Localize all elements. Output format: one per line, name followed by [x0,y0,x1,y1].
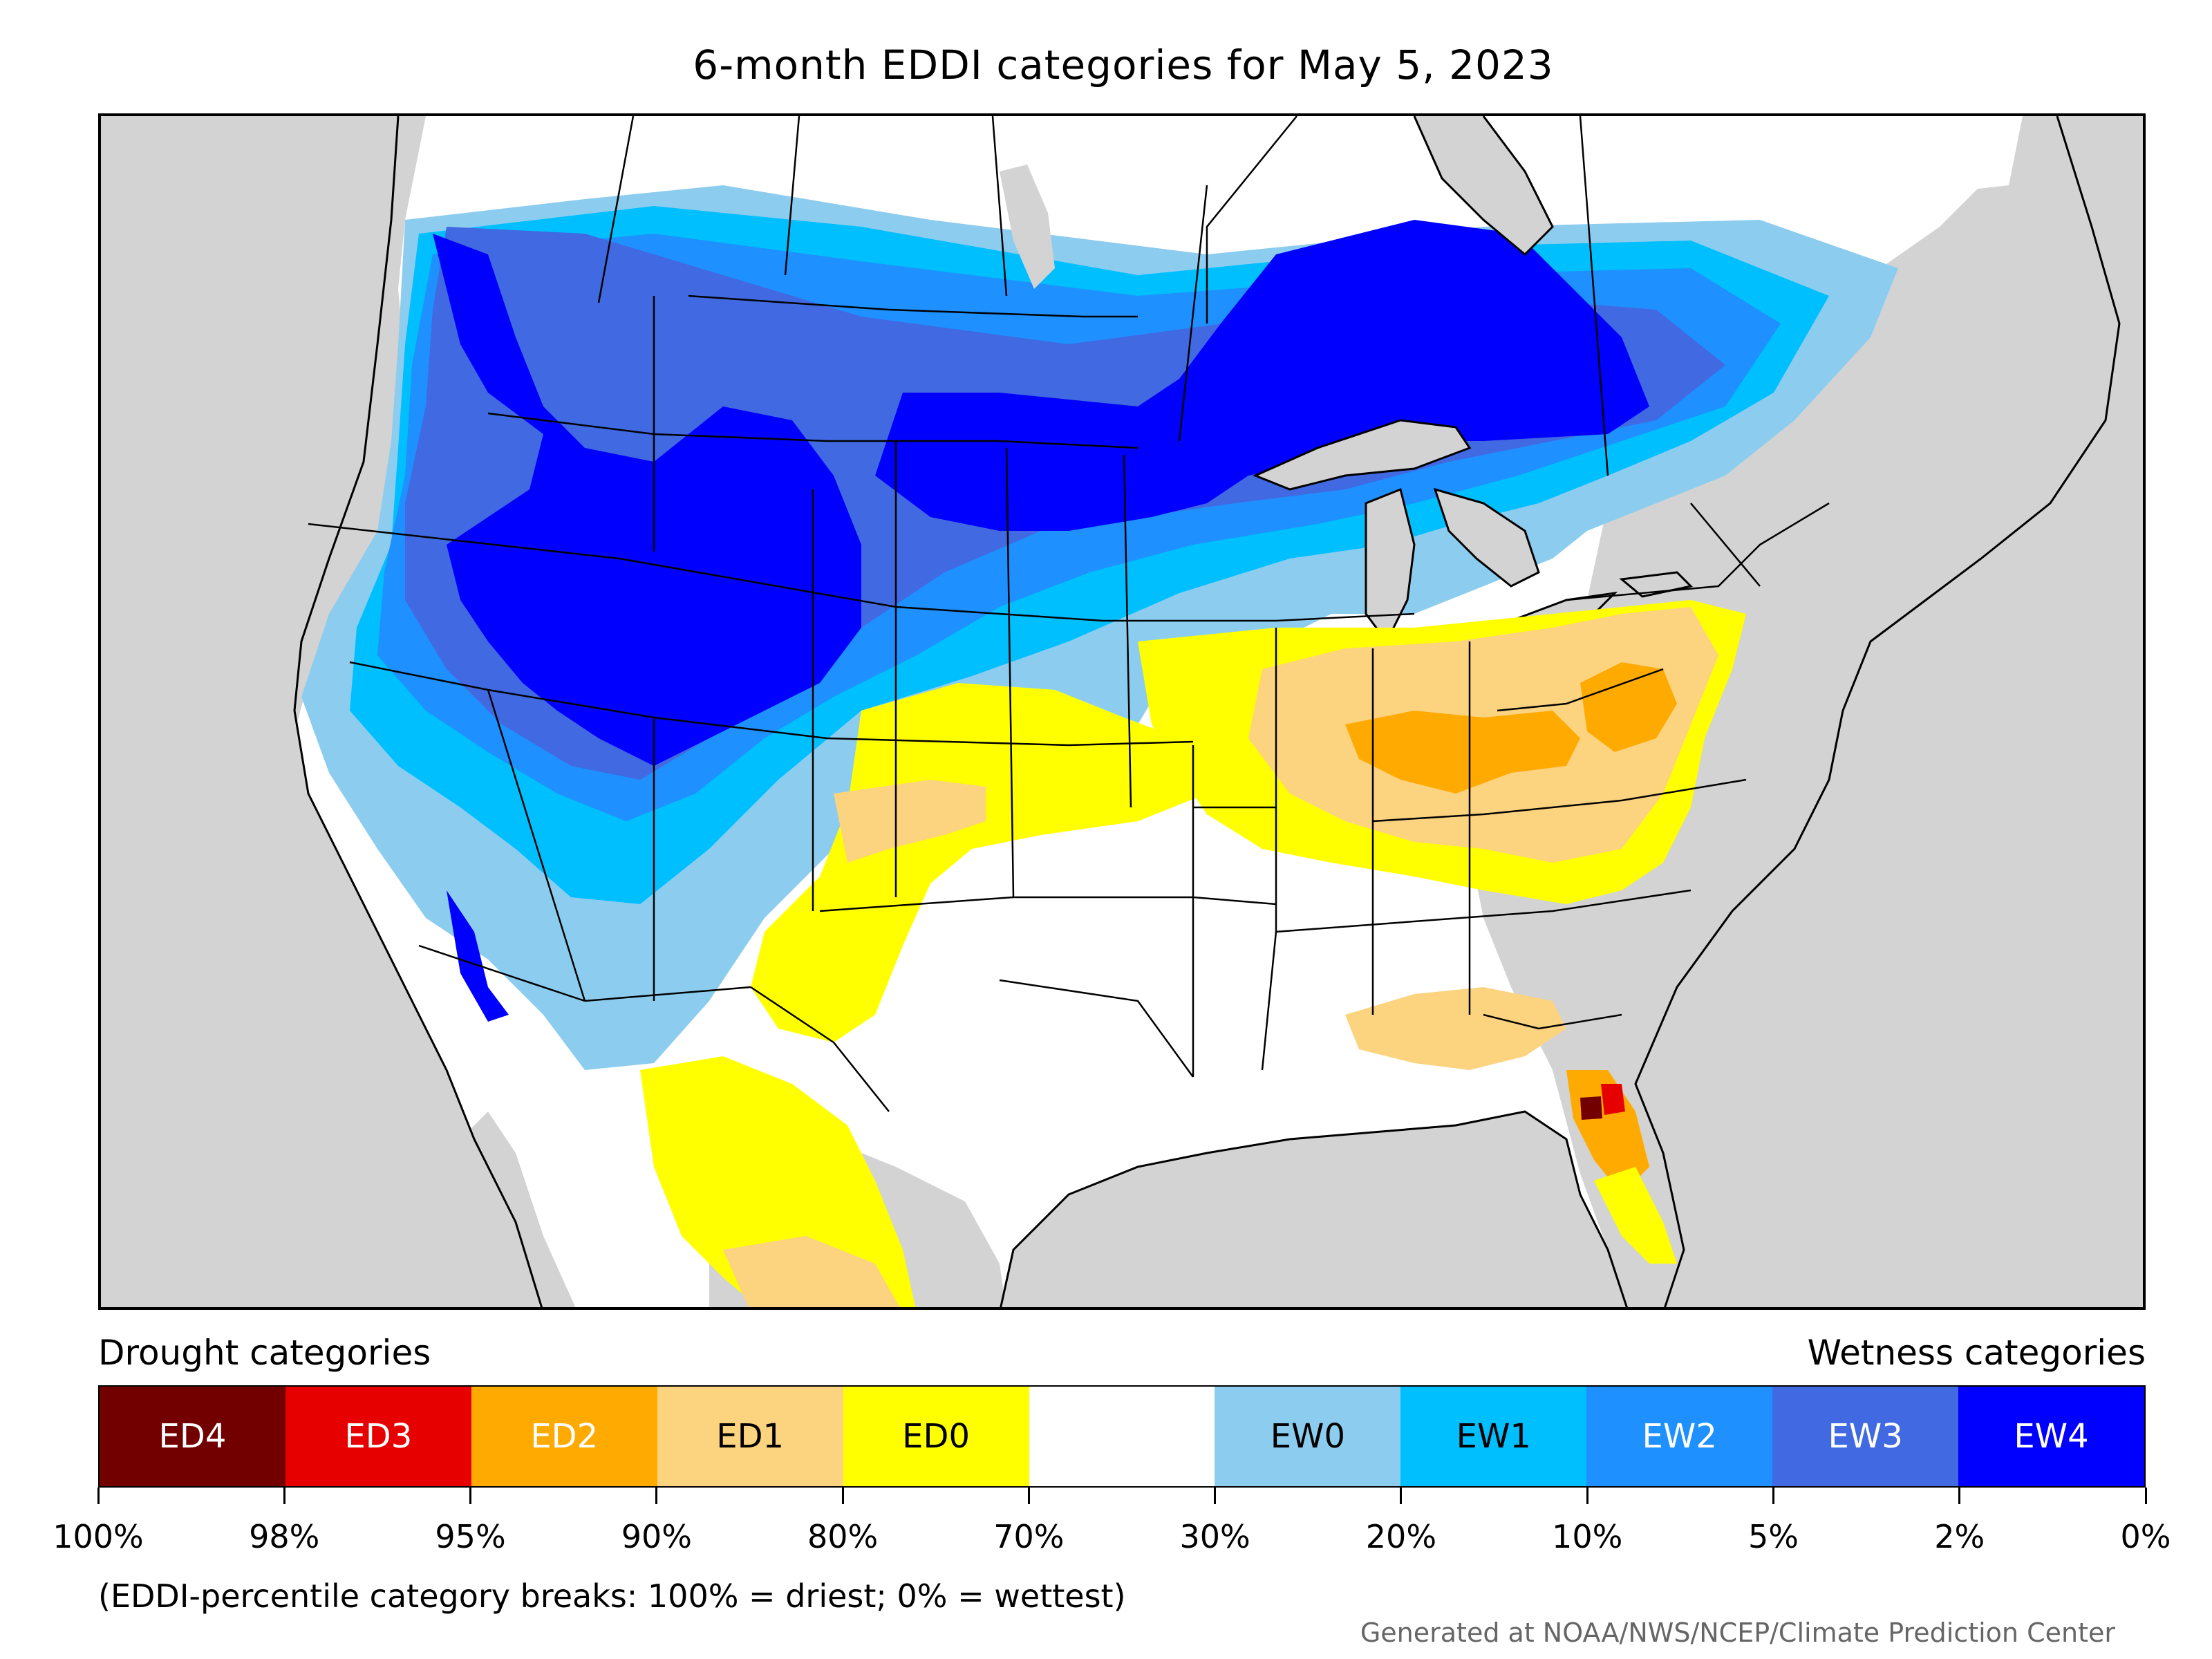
region-ed2-virginia [1580,662,1677,752]
lake-ontario [1619,571,1694,598]
map-title: 6-month EDDI categories for May 5, 2023 [693,41,1554,88]
atlantic-ocean [1635,116,2143,1307]
colorbar-tick-label: 70% [993,1518,1065,1555]
colorbar-tick [1027,1488,1030,1504]
state-borders [308,116,1830,1112]
colorbar-tick-label: 30% [1179,1518,1250,1555]
colorbar-tick-label: 0% [2120,1518,2171,1555]
gulf-of-mexico [1000,1112,1627,1307]
region-ed3-florida [1601,1084,1625,1115]
colorbar-tick-label: 98% [249,1518,320,1555]
colorbar-tick [1214,1488,1217,1504]
coastlines [293,116,2121,1307]
colorbar-tick-label: 100% [53,1518,144,1555]
region-ed1-southeast [1345,987,1566,1070]
colorbar-cell-ed1: ED1 [657,1387,843,1486]
colorbar-tick-label: 5% [1747,1518,1799,1555]
colorbar-tick-label: 80% [807,1518,879,1555]
region-ed1-mexico [723,1236,900,1307]
colorbar-tick-label: 90% [621,1518,692,1555]
drought-categories-label: Drought categories [98,1333,431,1373]
colorbar-tick-label: 2% [1934,1518,1985,1555]
region-ew4-plains [875,220,1649,531]
hudson-bay [1414,116,1553,254]
colorbar-tick [1586,1488,1588,1504]
region-ew4-basin [433,234,861,766]
lake-winnipeg [1000,165,1055,289]
colorbar-tick-label: 95% [435,1518,506,1555]
colorbar-cell-ed0: ED0 [843,1387,1029,1486]
colorbar-tick [469,1488,472,1504]
colorbar-tick [1772,1488,1774,1504]
colorbar-tick-label: 10% [1552,1518,1623,1555]
lake-huron [1433,487,1540,588]
category-colorbar: ED4 ED3 ED2 ED1 ED0 EW0 EW1 EW2 EW3 EW4 [98,1385,2146,1488]
region-ed0-texas [640,1056,916,1307]
colorbar-cell-ew0: EW0 [1215,1387,1401,1486]
region-ed0-florida-south [1594,1167,1677,1264]
pacific-ocean [101,116,542,1307]
colorbar-cell-ed2: ED2 [471,1387,657,1486]
colorbar-tick [1400,1488,1403,1504]
region-ed1-panhandle [834,780,986,863]
colorbar-tick [1958,1488,1961,1504]
region-ed0-plains [751,683,1207,1042]
map-canvas [101,116,2143,1307]
credit-text: Generated at NOAA/NWS/NCEP/Climate Predi… [1360,1618,2115,1648]
colorbar-cell-ew2: EW2 [1586,1387,1773,1486]
region-ed2-kentucky [1345,711,1580,794]
eddi-map [98,113,2146,1310]
wetness-categories-label: Wetness categories [1807,1333,2146,1373]
colorbar-tick [841,1488,844,1504]
region-ed4-florida [1580,1096,1602,1120]
colorbar-tick [97,1488,100,1504]
colorbar-tick-label: 20% [1365,1518,1437,1555]
colorbar-cell-ew1: EW1 [1400,1387,1587,1486]
colorbar-tick [655,1488,658,1504]
colorbar-cell-ed3: ED3 [285,1387,471,1486]
canada-north [426,116,2023,220]
colorbar-cell-ed4: ED4 [100,1387,285,1486]
colorbar-tick [283,1488,285,1504]
colorbar-cell-none [1029,1387,1215,1486]
colorbar-tick [2144,1488,2147,1504]
category-note: (EDDI-percentile category breaks: 100% =… [98,1577,1126,1615]
lake-michigan [1365,487,1416,644]
region-ew4-coast [447,890,509,1022]
colorbar-ticks [97,1488,2147,1504]
colorbar-cell-ew3: EW3 [1772,1387,1959,1486]
colorbar-cell-ew4: EW4 [1958,1387,2144,1486]
lake-superior [1253,419,1472,491]
